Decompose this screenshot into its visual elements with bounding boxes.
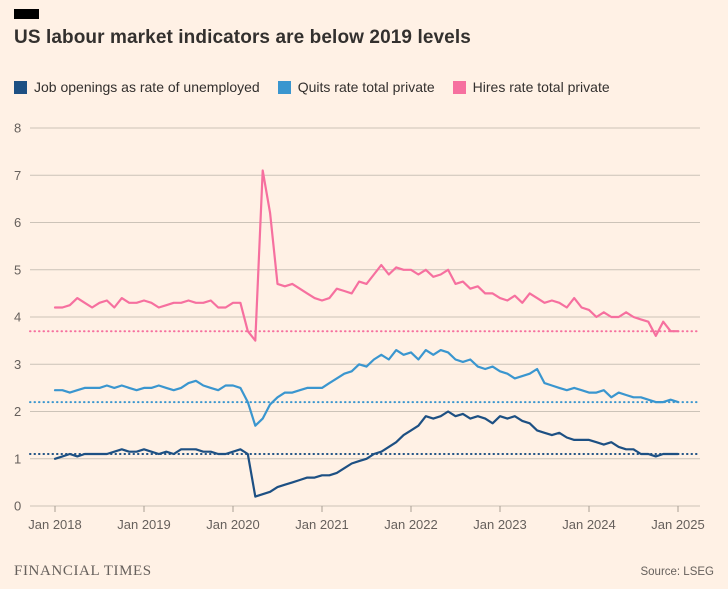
y-tick-label: 8 (14, 121, 21, 136)
series-line (53, 169, 680, 342)
series-line (53, 349, 680, 427)
x-tick-label: Jan 2018 (28, 517, 82, 532)
footer: FINANCIAL TIMES Source: LSEG (14, 563, 714, 580)
legend-swatch (277, 80, 291, 94)
y-tick-label: 2 (14, 404, 21, 419)
chart-title: US labour market indicators are below 20… (14, 27, 471, 48)
y-tick-label: 6 (14, 215, 21, 230)
legend-label: Quits rate total private (297, 79, 435, 95)
x-tick-label: Jan 2022 (384, 517, 438, 532)
x-tick-label: Jan 2021 (295, 517, 349, 532)
y-tick-label: 1 (14, 451, 21, 466)
x-tick-label: Jan 2019 (117, 517, 171, 532)
source-label: Source: LSEG (640, 566, 714, 578)
ft-brand-wordmark: FINANCIAL TIMES (14, 563, 152, 579)
legend-swatch (14, 80, 27, 94)
series-line (53, 410, 680, 498)
y-tick-label: 5 (14, 262, 21, 277)
legend-swatch (452, 80, 466, 94)
chart-area: 0 1 2 3 4 5 6 7 8 Jan 2018 Jan 2019 Jan 2020 Jan 202… (0, 104, 728, 545)
x-tick-label: Jan 2024 (562, 517, 616, 532)
y-tick-label: 7 (14, 168, 21, 183)
x-tick-label: Jan 2020 (206, 517, 260, 532)
x-tick-label: Jan 2025 (651, 517, 705, 532)
y-tick-label: 0 (14, 499, 21, 514)
legend-item: Quits rate total private (277, 79, 435, 95)
legend-item: Job openings as rate of unemployed (14, 79, 260, 95)
ft-black-tag-icon (14, 9, 39, 19)
y-tick-label: 4 (14, 310, 21, 325)
chart-legend: Job openings as rate of unemployed Quits … (14, 79, 610, 95)
legend-item: Hires rate total private (452, 79, 610, 95)
y-tick-label: 3 (14, 357, 21, 372)
x-tick-label: Jan 2023 (473, 517, 527, 532)
line-chart: 0 1 2 3 4 5 6 7 8 Jan 2018 Jan 2019 Jan 2020 Jan 202… (14, 121, 705, 533)
legend-label: Job openings as rate of unemployed (34, 79, 260, 95)
legend-label: Hires rate total private (472, 79, 610, 95)
